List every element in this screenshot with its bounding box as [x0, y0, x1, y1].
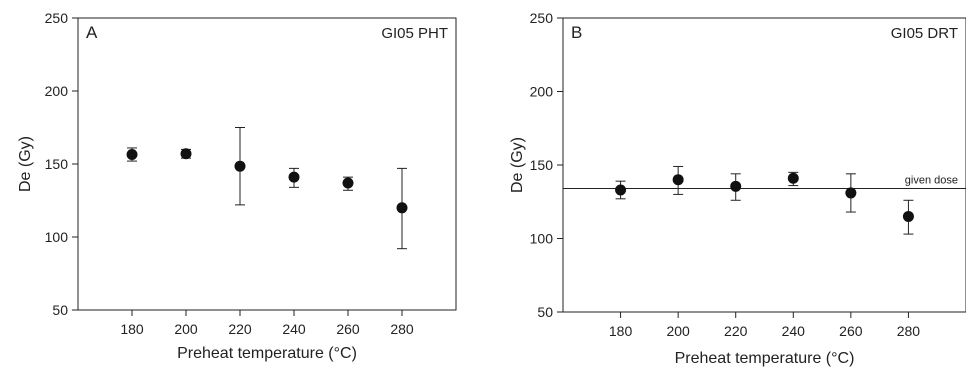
data-point	[672, 174, 684, 186]
y-tick-label: 250	[530, 10, 554, 26]
x-tick-label: 200	[174, 321, 198, 337]
data-point	[902, 210, 914, 222]
data-point	[396, 202, 408, 214]
data-point	[342, 177, 354, 189]
y-tick-label: 50	[537, 304, 553, 320]
plot-frame	[77, 17, 457, 311]
data-point	[845, 187, 857, 199]
plot-frame	[562, 17, 966, 313]
panel-label: B	[571, 23, 582, 42]
y-axis-label: De (Gy)	[17, 136, 34, 192]
y-tick-label: 200	[530, 84, 554, 100]
data-point	[234, 160, 246, 172]
data-point	[615, 184, 627, 196]
data-point	[180, 148, 192, 160]
data-point	[126, 149, 138, 161]
panel-label: A	[86, 23, 98, 42]
y-tick-label: 200	[45, 83, 69, 99]
data-point	[787, 172, 799, 184]
y-tick-label: 150	[45, 156, 69, 172]
data-point	[288, 171, 300, 183]
y-tick-label: 150	[530, 157, 554, 173]
panel-corner-label: GI05 DRT	[891, 25, 958, 42]
x-tick-label: 200	[666, 323, 690, 339]
x-tick-label: 260	[839, 323, 863, 339]
y-axis-label: De (Gy)	[509, 137, 526, 193]
x-tick-label: 180	[120, 321, 144, 337]
x-tick-label: 280	[897, 323, 921, 339]
x-axis-label: Preheat temperature (°C)	[675, 350, 855, 367]
y-tick-label: 100	[45, 229, 69, 245]
panel-a: 50 100 150 200 250 180 200 220 240 260 280 Preheat …	[17, 10, 457, 362]
x-tick-label: 240	[282, 321, 306, 337]
y-tick-label: 100	[530, 231, 554, 247]
x-tick-label: 260	[336, 321, 360, 337]
y-tick-label: 50	[52, 302, 68, 318]
x-axis-label: Preheat temperature (°C)	[177, 345, 357, 362]
panel-corner-label: GI05 PHT	[381, 25, 448, 42]
x-tick-label: 220	[228, 321, 252, 337]
x-tick-label: 240	[782, 323, 806, 339]
x-tick-label: 220	[724, 323, 748, 339]
y-tick-label: 250	[45, 10, 69, 26]
data-point	[730, 180, 742, 192]
given-dose-label: given dose	[905, 175, 958, 187]
panel-b: 50 100 150 200 250 180 200 220 240 260 280 Preheat …	[509, 10, 966, 367]
x-tick-label: 180	[609, 323, 633, 339]
x-tick-label: 280	[390, 321, 414, 337]
